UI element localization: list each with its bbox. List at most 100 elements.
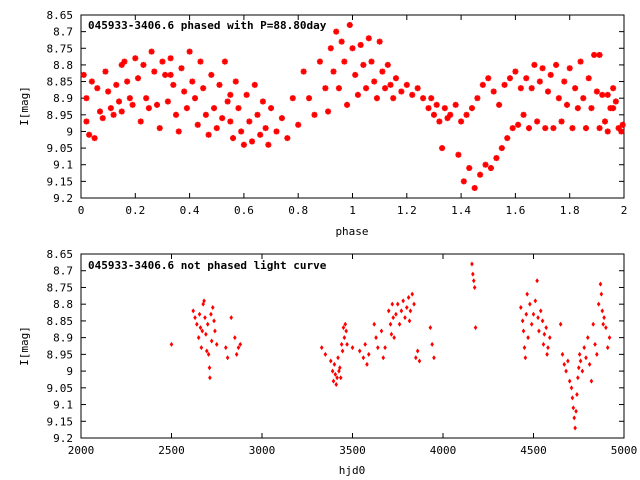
data-point (541, 341, 546, 347)
data-point (573, 425, 577, 431)
data-point (167, 55, 174, 62)
data-point (135, 75, 142, 82)
top-y-tick-label: 8.7 (53, 26, 73, 39)
data-point (83, 118, 90, 125)
data-point (430, 341, 434, 347)
data-point (368, 58, 375, 65)
data-point (213, 125, 220, 132)
data-point (193, 315, 197, 321)
data-point (91, 135, 98, 142)
data-point (595, 351, 599, 357)
data-point (452, 101, 459, 108)
data-point (257, 131, 264, 138)
data-point (342, 335, 347, 341)
data-point (345, 341, 349, 347)
data-point (86, 131, 93, 138)
data-point (350, 345, 355, 351)
data-point (357, 348, 362, 354)
data-point (137, 118, 144, 125)
data-point (148, 48, 155, 55)
data-point (390, 95, 397, 102)
top-x-tick-label: 2 (621, 204, 628, 217)
top-y-tick-label: 9.15 (47, 175, 74, 188)
data-point (338, 38, 345, 45)
data-point (219, 115, 226, 122)
data-point (343, 321, 348, 327)
data-point (110, 111, 117, 118)
data-point (344, 328, 348, 334)
data-point (208, 71, 215, 78)
data-point (246, 118, 253, 125)
data-point (335, 85, 342, 92)
data-point (126, 95, 133, 102)
bottom-x-tick-label: 3000 (249, 444, 276, 457)
data-point (585, 75, 592, 82)
data-point (472, 284, 477, 290)
data-point (118, 108, 125, 115)
data-point (466, 165, 473, 172)
bottom-x-tick-label: 4000 (430, 444, 457, 457)
data-point (420, 95, 427, 102)
data-point (373, 95, 380, 102)
data-point (240, 141, 247, 148)
data-point (132, 55, 139, 62)
data-point (198, 325, 203, 331)
data-point (392, 335, 396, 341)
top-x-tick-label: 0.8 (288, 204, 308, 217)
data-point (564, 368, 568, 374)
top-x-tick-label: 0.6 (234, 204, 254, 217)
data-point (159, 58, 166, 65)
data-point (323, 351, 328, 357)
data-point (602, 315, 606, 321)
bottom-y-tick-label: 9.05 (47, 382, 74, 395)
data-point (604, 91, 611, 98)
top-y-tick-label: 8.9 (53, 92, 73, 105)
data-point (410, 291, 415, 297)
data-point (414, 355, 418, 361)
data-point (619, 121, 626, 128)
top-x-tick-label: 0.2 (125, 204, 145, 217)
data-point (572, 85, 579, 92)
data-point (197, 311, 202, 317)
data-point (372, 321, 377, 327)
bottom-y-tick-label: 9.15 (47, 415, 74, 428)
data-point (389, 331, 394, 337)
data-point (334, 381, 339, 387)
data-point (200, 328, 205, 334)
data-point (584, 355, 588, 361)
data-point (531, 311, 536, 317)
top-data-points (80, 21, 626, 192)
data-point (593, 88, 600, 95)
data-point (206, 351, 211, 357)
data-point (273, 128, 280, 135)
data-point (542, 125, 549, 132)
data-point (194, 121, 201, 128)
data-point (229, 315, 234, 321)
data-point (344, 101, 351, 108)
data-point (501, 81, 508, 88)
data-point (140, 61, 147, 68)
data-point (487, 165, 494, 172)
data-point (365, 35, 372, 42)
data-point (525, 291, 529, 297)
data-point (129, 101, 136, 108)
data-point (340, 348, 345, 354)
data-point (610, 105, 617, 112)
data-point (521, 328, 526, 334)
data-point (336, 355, 340, 361)
data-point (460, 178, 467, 185)
top-x-tick-label: 0 (78, 204, 85, 217)
data-point (365, 361, 369, 367)
data-point (537, 328, 541, 334)
data-point (596, 301, 601, 307)
data-point (535, 278, 539, 284)
data-point (197, 58, 204, 65)
data-point (436, 118, 443, 125)
data-point (412, 301, 416, 307)
data-point (325, 108, 332, 115)
data-point (562, 361, 567, 367)
data-point (566, 65, 573, 72)
data-point (113, 81, 120, 88)
bottom-y-tick-label: 8.8 (53, 298, 73, 311)
data-point (428, 325, 433, 331)
